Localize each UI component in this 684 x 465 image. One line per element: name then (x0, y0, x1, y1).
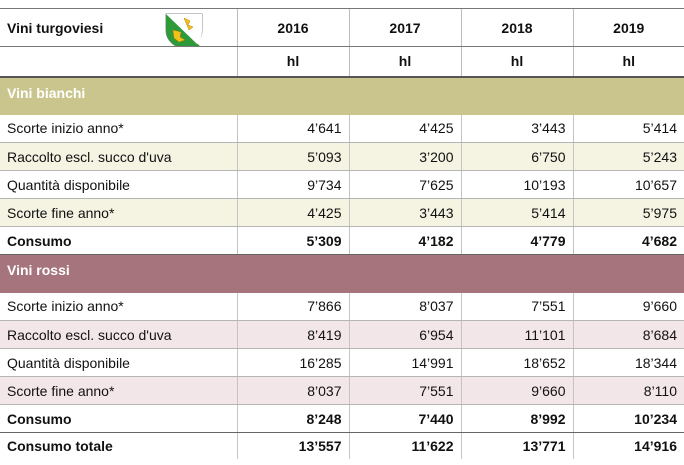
value-cell: 8’037 (236, 376, 349, 405)
row-label: Consumo (0, 226, 237, 255)
value-cell: 4’425 (236, 198, 349, 227)
unit-header: hl (572, 46, 684, 78)
value-cell: 5’309 (236, 226, 349, 255)
value-cell: 5’975 (572, 198, 684, 227)
value-cell: 7’551 (460, 292, 573, 321)
value-cell: 10’657 (572, 170, 684, 199)
value-cell: 7’625 (348, 170, 461, 199)
row-label: Quantità disponibile (0, 348, 237, 377)
value-cell: 3’200 (348, 142, 461, 171)
data-row: Consumo 5’309 4’182 4’779 4’682 (0, 226, 684, 255)
year-header: 2019 (572, 8, 684, 47)
year-header: 2017 (348, 8, 461, 47)
row-label: Consumo totale (7, 437, 113, 454)
year-header: 2016 (236, 8, 349, 47)
header-row: Vini turgoviesi 2016 2017 2018 2019 (0, 8, 684, 47)
unit-header: hl (236, 46, 349, 78)
value-cell: 6’750 (460, 142, 573, 171)
unit-row: hl hl hl hl (0, 46, 684, 78)
value-cell: 18’344 (572, 348, 684, 377)
data-row: Raccolto escl. succo d'uva 8’419 6’954 11’1… (0, 320, 684, 349)
title-wrap: Vini turgoviesi (7, 13, 230, 46)
value-cell: 8’110 (572, 376, 684, 405)
data-row: Scorte inizio anno* 7’866 8’037 7’551 9’660 (0, 292, 684, 321)
value-cell: 11’101 (460, 320, 573, 349)
value-cell: 10’193 (460, 170, 573, 199)
value-cell: 13’771 (460, 432, 573, 459)
value-cell: 8’037 (348, 292, 461, 321)
value-cell: 7’866 (236, 292, 349, 321)
row-label: Raccolto escl. succo d'uva (0, 142, 237, 171)
row-label: Scorte fine anno* (0, 198, 237, 227)
data-row: Consumo 8’248 7’440 8’992 10’234 (0, 404, 684, 433)
value-cell: 14’991 (348, 348, 461, 377)
value-cell: 4’779 (460, 226, 573, 255)
value-cell: 14’916 (572, 432, 684, 459)
row-label: Raccolto escl. succo d'uva (0, 320, 237, 349)
row-label: Scorte inizio anno* (0, 292, 237, 321)
value-cell: 9’734 (236, 170, 349, 199)
value-cell: 8’684 (572, 320, 684, 349)
row-label: Quantità disponibile (0, 170, 237, 199)
year-header: 2018 (460, 8, 573, 47)
value-cell: 5’414 (460, 198, 573, 227)
data-row: Scorte inizio anno* 4’641 4’425 3’443 5’414 (0, 114, 684, 143)
value-cell: 3’443 (348, 198, 461, 227)
value-cell: 8’248 (236, 404, 349, 433)
section-row: Vini rossi (0, 254, 684, 293)
value-cell: 8’992 (460, 404, 573, 433)
data-row: Quantità disponibile 16’285 14’991 18’652 18… (0, 348, 684, 377)
value-cell: 10’234 (572, 404, 684, 433)
row-label: Scorte inizio anno* (0, 114, 237, 143)
coat-of-arms (165, 13, 203, 46)
row-label: Consumo (0, 404, 237, 433)
value-cell: 5’414 (572, 114, 684, 143)
value-cell: 4’182 (348, 226, 461, 255)
total-row: Consumo totale 13’557 11’622 13’771 14’916 (0, 432, 684, 459)
value-cell: 8’419 (236, 320, 349, 349)
value-cell: 5’093 (236, 142, 349, 171)
row-label: Scorte fine anno* (0, 376, 237, 405)
wine-table: Vini turgoviesi 2016 2017 2018 2019 hl hl hl h… (0, 8, 684, 459)
value-cell: 6’954 (348, 320, 461, 349)
table-title: Vini turgoviesi (7, 19, 104, 36)
title-cell: Vini turgoviesi (0, 8, 237, 47)
data-row: Quantità disponibile 9’734 7’625 10’193 10’6… (0, 170, 684, 199)
section-title: Vini rossi (0, 254, 684, 293)
value-cell: 18’652 (460, 348, 573, 377)
value-cell: 4’425 (348, 114, 461, 143)
table-body: Vini turgoviesi 2016 2017 2018 2019 hl hl hl h… (0, 8, 684, 459)
value-cell: 5’243 (572, 142, 684, 171)
unit-header: hl (460, 46, 573, 78)
data-row: Scorte fine anno* 8’037 7’551 9’660 8’110 (0, 376, 684, 405)
value-cell: 11’622 (348, 432, 461, 459)
value-cell: 16’285 (236, 348, 349, 377)
unit-header: hl (348, 46, 461, 78)
data-row: Raccolto escl. succo d'uva 5’093 3’200 6’75… (0, 142, 684, 171)
value-cell: 7’551 (348, 376, 461, 405)
empty-cell (0, 46, 237, 78)
data-row: Scorte fine anno* 4’425 3’443 5’414 5’975 (0, 198, 684, 227)
section-row: Vini bianchi (0, 76, 684, 115)
value-cell: 13’557 (236, 432, 349, 459)
value-cell: 7’440 (348, 404, 461, 433)
value-cell: 4’641 (236, 114, 349, 143)
value-cell: 9’660 (572, 292, 684, 321)
value-cell: 3’443 (460, 114, 573, 143)
value-cell: 4’682 (572, 226, 684, 255)
value-cell: 9’660 (460, 376, 573, 405)
section-title: Vini bianchi (0, 76, 684, 115)
